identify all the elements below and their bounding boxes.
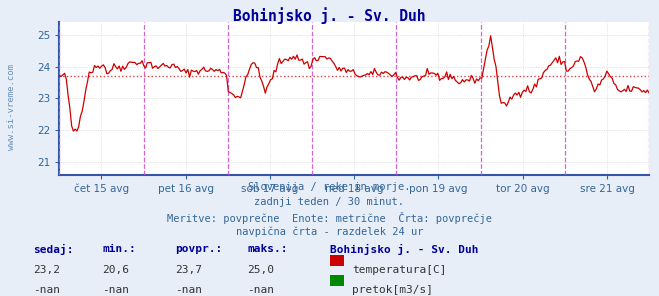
Text: Meritve: povprečne  Enote: metrične  Črta: povprečje: Meritve: povprečne Enote: metrične Črta:…	[167, 212, 492, 224]
Text: pretok[m3/s]: pretok[m3/s]	[352, 285, 433, 295]
Text: povpr.:: povpr.:	[175, 244, 222, 254]
Text: navpična črta - razdelek 24 ur: navpična črta - razdelek 24 ur	[236, 226, 423, 237]
Text: min.:: min.:	[102, 244, 136, 254]
Text: zadnji teden / 30 minut.: zadnji teden / 30 minut.	[254, 197, 405, 207]
Text: 23,2: 23,2	[33, 265, 60, 275]
Text: Slovenija / reke in morje.: Slovenija / reke in morje.	[248, 182, 411, 192]
Text: www.si-vreme.com: www.si-vreme.com	[7, 64, 16, 149]
Text: -nan: -nan	[247, 285, 274, 295]
Text: Bohinjsko j. - Sv. Duh: Bohinjsko j. - Sv. Duh	[330, 244, 478, 255]
Text: -nan: -nan	[33, 285, 60, 295]
Text: Bohinjsko j. - Sv. Duh: Bohinjsko j. - Sv. Duh	[233, 7, 426, 24]
Text: maks.:: maks.:	[247, 244, 287, 254]
Text: -nan: -nan	[102, 285, 129, 295]
Text: -nan: -nan	[175, 285, 202, 295]
Text: 20,6: 20,6	[102, 265, 129, 275]
Text: sedaj:: sedaj:	[33, 244, 73, 255]
Text: 23,7: 23,7	[175, 265, 202, 275]
Text: 25,0: 25,0	[247, 265, 274, 275]
Text: temperatura[C]: temperatura[C]	[352, 265, 446, 275]
